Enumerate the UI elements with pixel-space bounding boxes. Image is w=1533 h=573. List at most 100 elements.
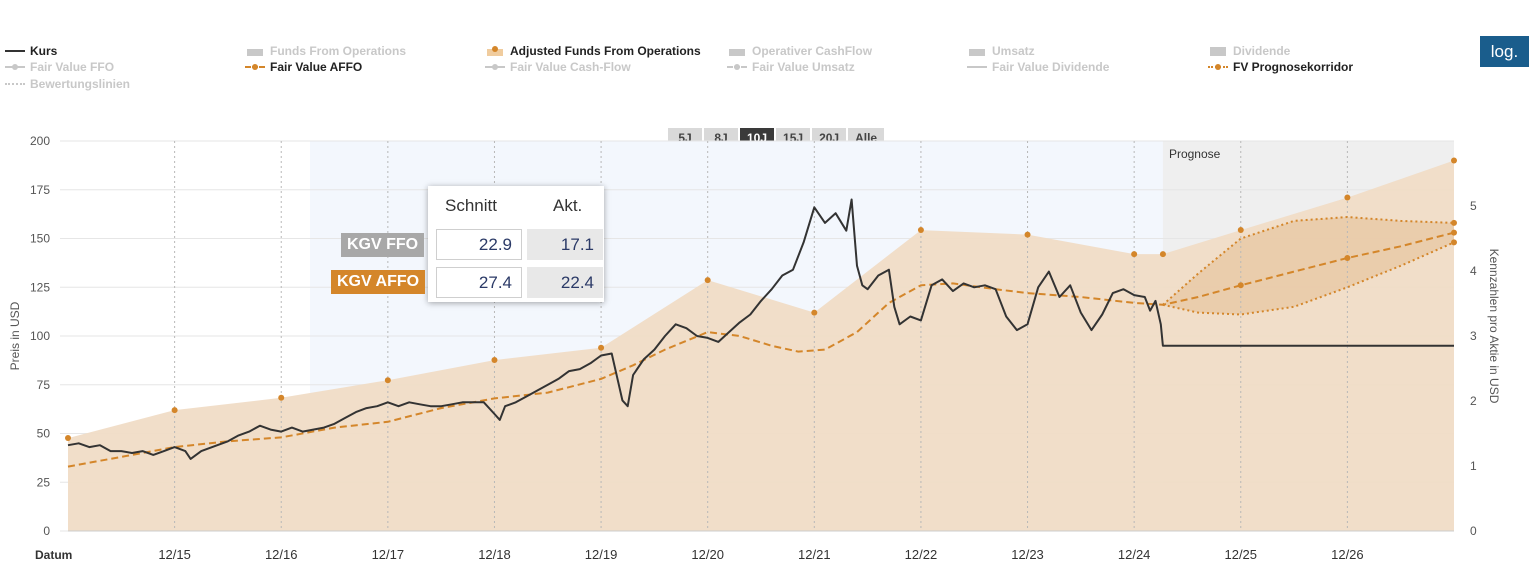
x-tick-label: 12/21 [798,547,831,562]
legend-item-umsatz[interactable]: Umsatz [967,44,1035,58]
legend-item-bewertungslinien[interactable]: Bewertungslinien [5,77,130,91]
y-axis-title: Preis in USD [8,301,22,370]
y2-tick-label: 3 [1470,329,1477,343]
affo-point [171,407,178,414]
y-tick-label: 75 [37,378,51,392]
legend-item-fair-value-dividende[interactable]: Fair Value Dividende [967,60,1109,74]
legend-symbol-icon [967,46,987,56]
affo-area [68,160,1454,531]
legend-item-fv-prognosekorridor[interactable]: FV Prognosekorridor [1208,60,1353,74]
kgv-header-avg: Schnitt [445,196,497,215]
log-scale-button[interactable]: log. [1480,36,1529,67]
y2-tick-label: 1 [1470,459,1477,473]
y2-tick-label: 5 [1470,199,1477,213]
legend-symbol-icon [245,46,265,56]
kgv-affo-label: KGV AFFO [331,270,426,294]
y-tick-label: 50 [37,427,51,441]
fair-value-affo-line [67,231,1455,468]
y-tick-label: 100 [30,329,50,343]
legend-symbol-icon [5,46,25,56]
y-tick-label: 125 [30,280,50,294]
affo-point [1451,157,1457,164]
affo-point [1237,227,1244,234]
x-tick-label: 12/22 [905,547,938,562]
affo-point [1131,251,1138,258]
x-tick-label: 12/17 [372,547,405,562]
forecast-corridor-line [1162,241,1455,316]
legend-label: Fair Value Umsatz [752,60,855,74]
y2-tick-label: 4 [1470,264,1477,278]
legend-symbol-icon [967,62,987,72]
fair-value-point [1451,229,1457,236]
legend-label: Umsatz [992,44,1035,58]
affo-point [1344,194,1351,201]
legend-label: Fair Value Dividende [992,60,1110,74]
forecast-corridor-line [1162,215,1455,306]
x-tick-label: 12/19 [585,547,618,562]
kgv-affo-avg: 27.4 [436,267,522,298]
forecast-corridor-area [1162,217,1454,315]
x-tick-label: 12/24 [1118,547,1151,562]
x-tick-label: 12/26 [1331,547,1364,562]
kgv-table: Schnitt Akt. 22.9 17.1 27.4 22.4 [428,186,604,302]
legend-item-fair-value-cash-flow[interactable]: Fair Value Cash-Flow [485,60,631,74]
x-tick-label: 12/23 [1011,547,1044,562]
legend-symbol-icon [1208,62,1228,72]
kgv-affo-cur: 22.4 [527,267,603,298]
affo-point [65,435,71,442]
legend-item-operativer-cashflow[interactable]: Operativer CashFlow [727,44,872,58]
legend-item-kurs[interactable]: Kurs [5,44,57,58]
kgv-header-cur: Akt. [553,196,583,215]
affo-point [704,277,711,284]
legend-item-funds-from-operations[interactable]: Funds From Operations [245,44,406,58]
y2-tick-label: 0 [1470,524,1477,538]
legend-label: Fair Value FFO [30,60,115,74]
legend-label: Adjusted Funds From Operations [510,44,701,58]
y-tick-label: 150 [30,232,50,246]
legend-label: Kurs [30,44,58,58]
legend-symbol-icon [1208,46,1228,56]
legend-label: Funds From Operations [270,44,407,58]
affo-point [1159,251,1166,258]
corridor-end-point [1451,239,1457,246]
y2-axis-title: Kennzahlen pro Aktie in USD [1487,249,1501,404]
corridor-end-point [1451,219,1457,226]
x-tick-label: 12/15 [158,547,191,562]
x-axis-title: Datum [35,548,72,562]
legend-label: Dividende [1233,44,1291,58]
legend-symbol-icon [727,46,747,56]
legend-item-fair-value-ffo[interactable]: Fair Value FFO [5,60,114,74]
forecast-label: Prognose [1169,147,1221,161]
fair-value-point [1344,255,1351,261]
x-tick-label: 12/16 [265,547,298,562]
affo-point [491,357,498,364]
affo-point [598,344,605,351]
legend-symbol-icon [5,62,25,72]
legend-symbol-icon [485,46,505,56]
fair-value-point [1237,282,1244,289]
affo-point [384,377,391,384]
y-tick-label: 175 [30,183,50,197]
x-tick-label: 12/20 [691,547,724,562]
legend-label: Bewertungslinien [30,77,131,91]
legend-item-adjusted-funds-from-operations[interactable]: Adjusted Funds From Operations [485,44,701,58]
x-tick-label: 12/18 [478,547,511,562]
y-tick-label: 25 [37,475,51,489]
legend-item-fair-value-umsatz[interactable]: Fair Value Umsatz [727,60,855,74]
y-tick-label: 200 [30,134,50,148]
affo-point [917,227,924,234]
legend-item-dividende[interactable]: Dividende [1208,44,1290,58]
price-line [67,198,1454,460]
affo-point [811,309,818,316]
legend-symbol-icon [245,62,265,72]
x-tick-label: 12/25 [1224,547,1257,562]
kgv-ffo-label: KGV FFO [341,233,425,257]
legend-label: Operativer CashFlow [752,44,873,58]
affo-point [278,394,285,401]
y2-tick-label: 2 [1470,394,1477,408]
legend-symbol-icon [727,62,747,72]
legend-item-fair-value-affo[interactable]: Fair Value AFFO [245,60,362,74]
legend-label: Fair Value AFFO [270,60,363,74]
kgv-ffo-avg: 22.9 [436,229,522,260]
